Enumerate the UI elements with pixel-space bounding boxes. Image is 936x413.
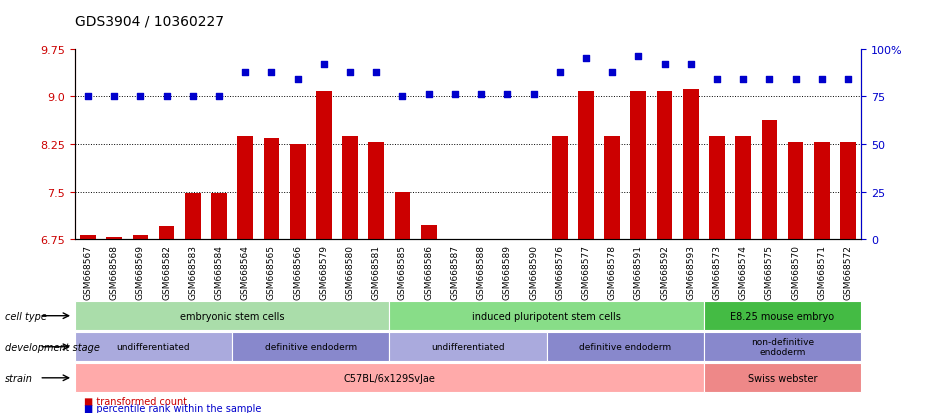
- Point: [80, 94, 95, 100]
- Bar: [709, 136, 724, 240]
- Point: [814, 77, 829, 83]
- Point: [683, 62, 698, 68]
- Point: [316, 62, 331, 68]
- Point: [709, 77, 724, 83]
- Bar: [133, 235, 148, 240]
- Bar: [316, 92, 331, 240]
- Bar: [474, 240, 489, 242]
- Bar: [788, 142, 803, 240]
- Bar: [736, 136, 751, 240]
- Point: [107, 94, 122, 100]
- Text: ■ percentile rank within the sample: ■ percentile rank within the sample: [84, 403, 262, 413]
- Text: strain: strain: [5, 373, 33, 383]
- Bar: [841, 142, 856, 240]
- Point: [657, 62, 672, 68]
- Point: [736, 77, 751, 83]
- Point: [526, 92, 541, 98]
- Point: [343, 69, 358, 76]
- Point: [395, 94, 410, 100]
- Point: [762, 77, 777, 83]
- Bar: [814, 142, 829, 240]
- Bar: [552, 136, 567, 240]
- Bar: [631, 92, 646, 240]
- Point: [185, 94, 200, 100]
- Point: [290, 77, 305, 83]
- Point: [264, 69, 279, 76]
- Point: [500, 92, 515, 98]
- Bar: [578, 92, 593, 240]
- Point: [841, 77, 856, 83]
- Text: GDS3904 / 10360227: GDS3904 / 10360227: [75, 15, 224, 29]
- Bar: [159, 227, 174, 240]
- Text: development stage: development stage: [5, 342, 99, 352]
- Point: [159, 94, 174, 100]
- Bar: [238, 136, 253, 240]
- Text: E8.25 mouse embryo: E8.25 mouse embryo: [730, 311, 835, 321]
- Bar: [107, 237, 122, 240]
- Bar: [395, 192, 410, 240]
- Point: [788, 77, 803, 83]
- Bar: [447, 240, 462, 242]
- Point: [552, 69, 567, 76]
- Text: definitive endoderm: definitive endoderm: [265, 342, 357, 351]
- Bar: [683, 90, 698, 240]
- Bar: [526, 240, 541, 243]
- Bar: [185, 193, 200, 240]
- Bar: [762, 121, 777, 240]
- Point: [421, 92, 436, 98]
- Point: [605, 69, 620, 76]
- Text: Swiss webster: Swiss webster: [748, 373, 817, 383]
- Bar: [605, 136, 620, 240]
- Point: [212, 94, 227, 100]
- Text: embryonic stem cells: embryonic stem cells: [180, 311, 285, 321]
- Bar: [80, 235, 95, 240]
- Bar: [290, 145, 305, 240]
- Bar: [657, 92, 672, 240]
- Point: [447, 92, 462, 98]
- Text: ■ transformed count: ■ transformed count: [84, 396, 187, 406]
- Bar: [264, 138, 279, 240]
- Text: non-definitive
endoderm: non-definitive endoderm: [751, 337, 814, 356]
- Text: C57BL/6x129SvJae: C57BL/6x129SvJae: [344, 373, 435, 383]
- Text: cell type: cell type: [5, 311, 47, 321]
- Point: [631, 54, 646, 60]
- Bar: [369, 142, 384, 240]
- Bar: [212, 193, 227, 240]
- Point: [238, 69, 253, 76]
- Point: [369, 69, 384, 76]
- Text: undifferentiated: undifferentiated: [431, 342, 505, 351]
- Text: undifferentiated: undifferentiated: [117, 342, 190, 351]
- Bar: [343, 136, 358, 240]
- Text: definitive endoderm: definitive endoderm: [579, 342, 671, 351]
- Bar: [500, 240, 515, 242]
- Text: induced pluripotent stem cells: induced pluripotent stem cells: [472, 311, 622, 321]
- Point: [133, 94, 148, 100]
- Point: [474, 92, 489, 98]
- Point: [578, 56, 593, 62]
- Bar: [421, 225, 436, 240]
